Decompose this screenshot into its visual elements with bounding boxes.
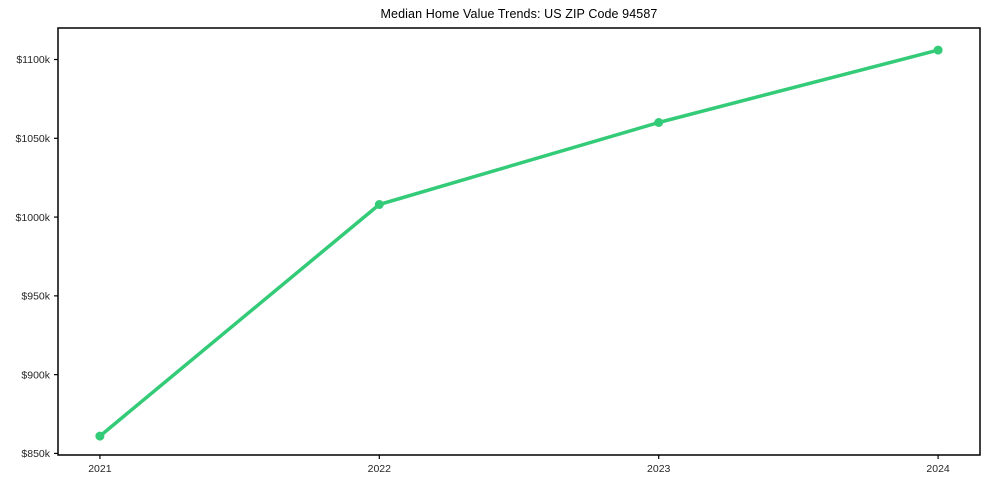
chart-title: Median Home Value Trends: US ZIP Code 94…: [380, 7, 658, 21]
y-tick-label: $1050k: [16, 133, 51, 145]
trend-line: [98, 48, 940, 438]
data-point-marker: [95, 431, 105, 441]
y-tick-label: $1100k: [16, 54, 50, 66]
y-tick-label: $900k: [21, 369, 50, 381]
x-tick-label: 2023: [647, 463, 671, 475]
x-tick-label: 2021: [88, 463, 112, 475]
plot-frame: [57, 27, 981, 456]
y-tick-label: $850k: [21, 448, 50, 460]
data-point-marker: [933, 45, 943, 55]
y-tick-label: $950k: [21, 291, 50, 303]
x-tick-label: 2024: [926, 463, 950, 475]
data-point-marker: [654, 118, 664, 127]
y-tick-label: $1000k: [16, 212, 51, 224]
x-tick-label: 2022: [368, 463, 392, 475]
data-point-marker: [374, 200, 384, 209]
